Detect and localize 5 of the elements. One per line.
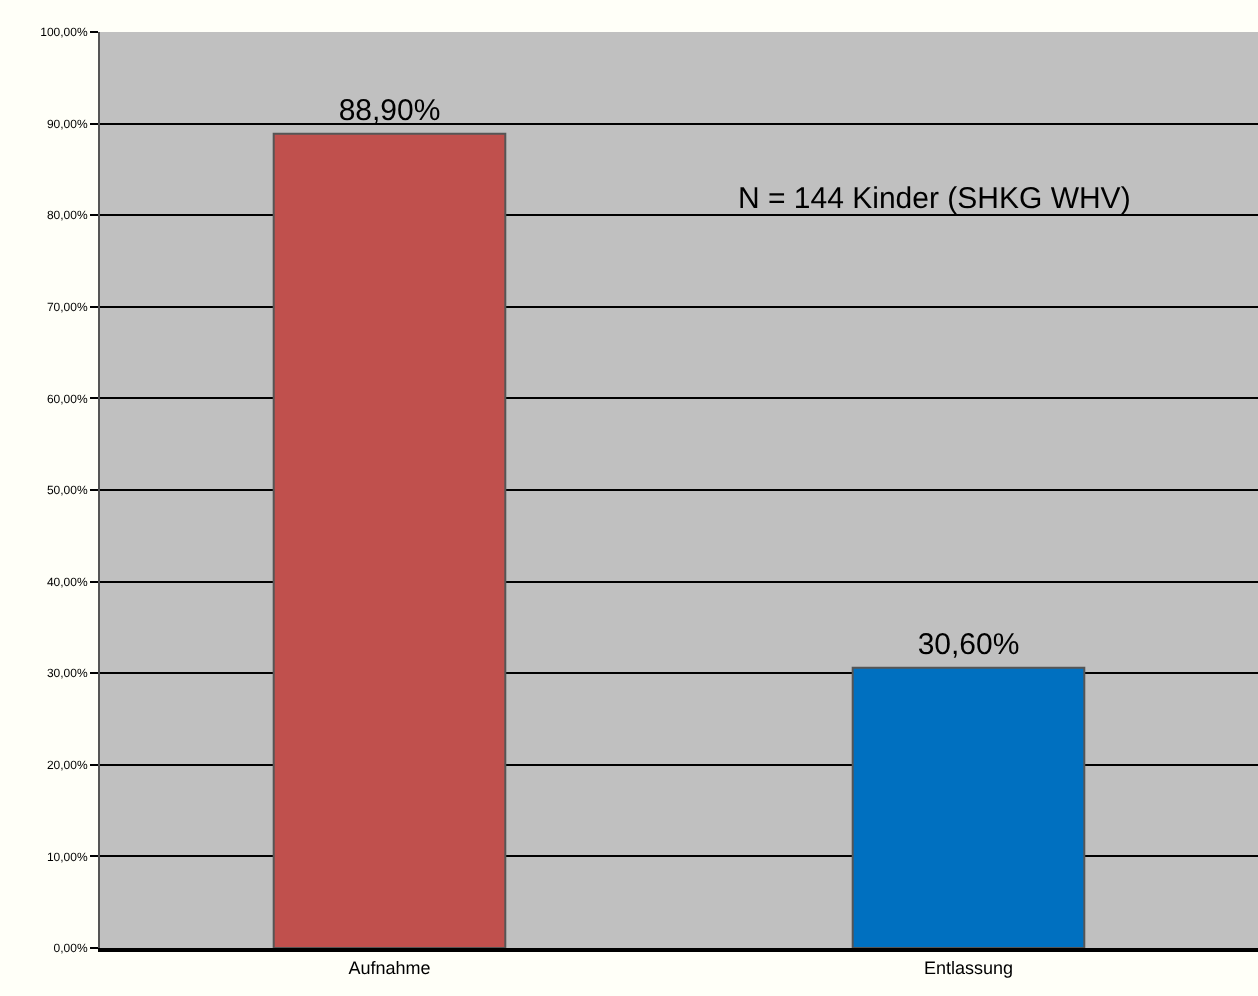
x-tick-label: Entlassung <box>923 957 1014 978</box>
data-label: 88,90% <box>338 93 441 128</box>
x-tick-label: Aufnahme <box>348 957 431 978</box>
annotation: N = 144 Kinder (SHKG WHV) <box>738 182 1131 216</box>
data-label: 30,60% <box>917 627 1020 662</box>
